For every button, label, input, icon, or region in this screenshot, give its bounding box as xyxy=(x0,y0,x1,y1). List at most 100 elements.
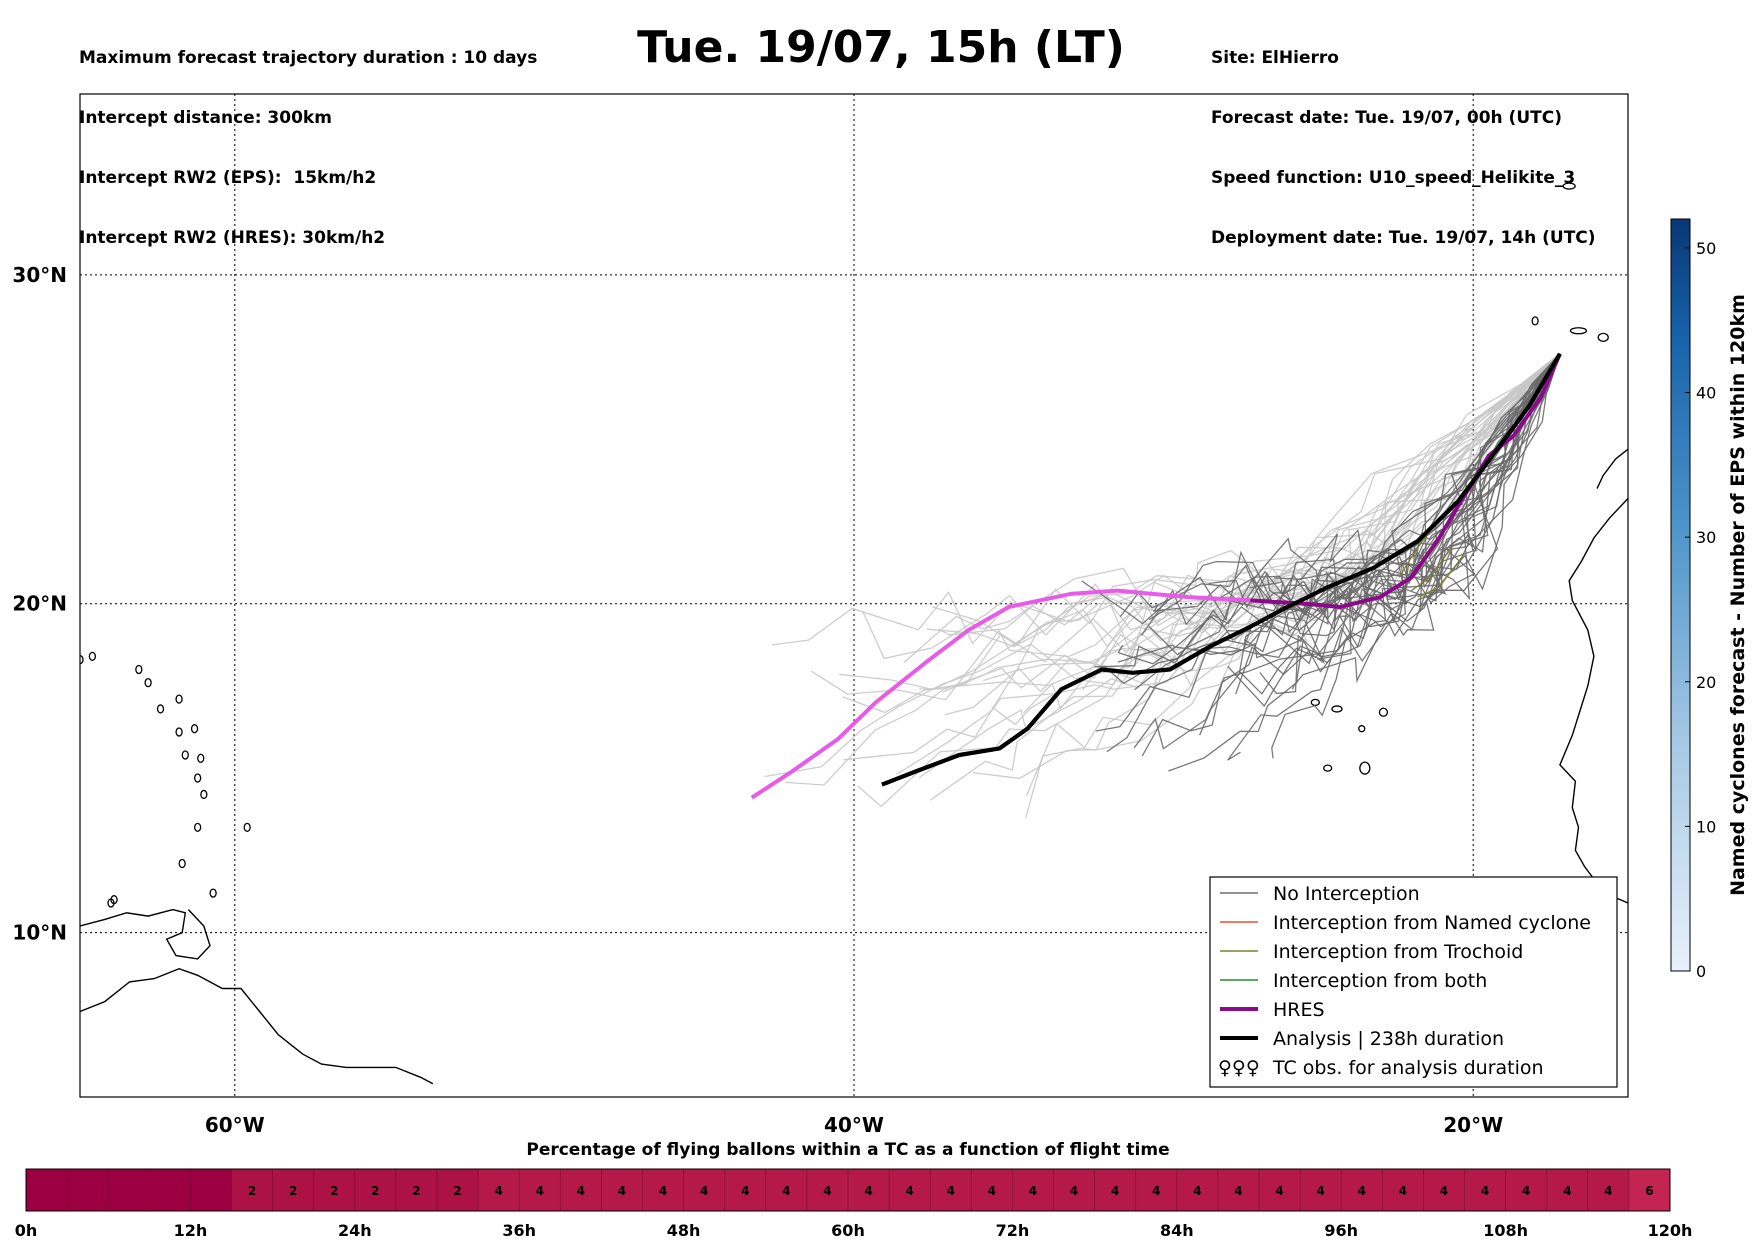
colorbar-label: Named cyclones forecast - Number of EPS … xyxy=(1727,294,1749,896)
flight-time-label: 0h xyxy=(15,1221,38,1240)
flight-time-cell xyxy=(354,1169,397,1211)
ensemble-track xyxy=(764,353,1561,778)
legend-box xyxy=(1209,876,1618,1088)
flight-time-cell xyxy=(313,1169,356,1211)
island-canary-2 xyxy=(1569,327,1588,335)
info-left-line-3: Intercept RW2 (EPS): 15km/h2 xyxy=(79,168,377,188)
island-caribbean-11 xyxy=(193,822,202,832)
flight-time-cell xyxy=(1341,1169,1383,1211)
flight-time-cell xyxy=(601,1169,643,1211)
flight-time-cell xyxy=(1135,1169,1178,1211)
flight-time-label: 60h xyxy=(831,1221,865,1240)
legend: No Interception Interception from Named c… xyxy=(1209,876,1618,1088)
flight-time-cell xyxy=(108,1169,150,1211)
flight-time-cell xyxy=(67,1169,109,1211)
island-caribbean-12 xyxy=(178,858,186,869)
ensemble-track xyxy=(1134,353,1561,691)
flight-time-value: 4 xyxy=(494,1184,502,1198)
trochoid-track xyxy=(1410,547,1452,592)
flight-time-cell xyxy=(683,1169,726,1211)
legend-label: No Interception xyxy=(1273,883,1420,905)
island-caribbean-3 xyxy=(175,727,183,737)
island-caribbean-10 xyxy=(243,822,251,832)
flight-time-value: 2 xyxy=(453,1184,461,1198)
flight-time-cell xyxy=(1012,1169,1054,1211)
island-caribbean-15 xyxy=(107,898,115,908)
legend-label: Interception from Named cyclone xyxy=(1273,912,1591,934)
flight-time-cell xyxy=(1423,1169,1465,1211)
colorbar-tick-label: 40 xyxy=(1696,384,1716,403)
flight-time-value: 4 xyxy=(1275,1184,1283,1198)
flight-time-cell xyxy=(848,1169,890,1211)
island-cape-verde-3 xyxy=(1378,707,1389,717)
island-caribbean-16 xyxy=(156,704,165,714)
island-caribbean-0 xyxy=(193,773,202,783)
island-caribbean-2 xyxy=(181,750,189,760)
flight-time-cell xyxy=(1217,1169,1260,1211)
ensemble-track xyxy=(811,353,1561,701)
ensemble-track xyxy=(932,353,1561,647)
flight-time-value: 2 xyxy=(412,1184,420,1198)
info-left: Maximum forecast trajectory duration : 1… xyxy=(79,8,537,268)
flight-time-label: 36h xyxy=(502,1221,536,1240)
flight-time-value: 4 xyxy=(1152,1184,1160,1198)
trochoid-track xyxy=(1417,554,1465,598)
island-caribbean-6 xyxy=(144,677,152,688)
flight-time-cell xyxy=(806,1169,849,1211)
colorbar-tick-label: 30 xyxy=(1696,528,1716,547)
flight-time-label: 24h xyxy=(338,1221,372,1240)
cyclone-colorbar: 0 10 20 30 40 50 Named cyclones forecast - Num… xyxy=(1670,218,1749,981)
flight-time-cell xyxy=(1587,1169,1630,1211)
info-right-line-1: Site: ElHierro xyxy=(1211,48,1339,68)
flight-time-cell xyxy=(971,1169,1013,1211)
coastline-west-africa xyxy=(1559,498,1628,904)
map-frame xyxy=(79,93,1629,1098)
flight-time-value: 2 xyxy=(248,1184,256,1198)
flight-time-value: 4 xyxy=(1234,1184,1242,1198)
flight-time-frame xyxy=(25,1168,1671,1212)
flight-time-value: 4 xyxy=(1193,1184,1201,1198)
map-area xyxy=(80,94,1628,1097)
flight-time-cell xyxy=(1259,1169,1301,1211)
flight-time-value: 4 xyxy=(1070,1184,1078,1198)
island-cape-verde-1 xyxy=(1358,725,1366,733)
y-tick-label: 30°N xyxy=(12,263,67,287)
analysis-track xyxy=(881,352,1562,787)
flight-time-cell xyxy=(231,1169,274,1211)
ensemble-track xyxy=(1025,353,1561,819)
colorbar-tick-label: 50 xyxy=(1696,239,1716,258)
x-tick-label: 20°W xyxy=(1443,1113,1503,1137)
legend-label: Interception from Trochoid xyxy=(1273,941,1523,963)
ensemble-track xyxy=(918,353,1561,690)
flight-time-cell xyxy=(1053,1169,1096,1211)
coastline-western-sahara xyxy=(1596,448,1628,489)
flight-time-value: 4 xyxy=(947,1184,955,1198)
flight-time-cell xyxy=(1300,1169,1342,1211)
flight-time-label: 96h xyxy=(1324,1221,1358,1240)
flight-time-value: 4 xyxy=(1522,1184,1530,1198)
flight-time-cell xyxy=(478,1169,520,1211)
info-left-line-1: Maximum forecast trajectory duration : 1… xyxy=(79,48,538,68)
flight-time-value: 4 xyxy=(536,1184,544,1198)
ensemble-track xyxy=(843,353,1561,761)
colorbar-gradient xyxy=(1670,218,1691,972)
flight-time-value: 4 xyxy=(988,1184,996,1198)
flight-time-value: 4 xyxy=(1029,1184,1037,1198)
flight-time-cell xyxy=(889,1169,931,1211)
coastline-south-america xyxy=(80,967,434,1085)
flight-time-cell xyxy=(519,1169,561,1211)
ensemble-tracks xyxy=(764,353,1561,819)
flight-time-value: 4 xyxy=(700,1184,708,1198)
flight-time-value: 4 xyxy=(823,1184,831,1198)
flight-time-cell xyxy=(149,1169,191,1211)
info-right-line-2: Forecast date: Tue. 19/07, 00h (UTC) xyxy=(1211,108,1562,128)
island-caribbean-7 xyxy=(135,664,143,675)
coastline-venezuela xyxy=(80,908,211,960)
colorbar-tick-label: 20 xyxy=(1696,673,1716,692)
island-caribbean-17 xyxy=(175,694,183,704)
colorbar-tick-label: 10 xyxy=(1696,817,1716,836)
x-tick-label: 40°W xyxy=(824,1113,884,1137)
island-caribbean-9 xyxy=(80,654,84,665)
flight-time-label: 48h xyxy=(667,1221,701,1240)
